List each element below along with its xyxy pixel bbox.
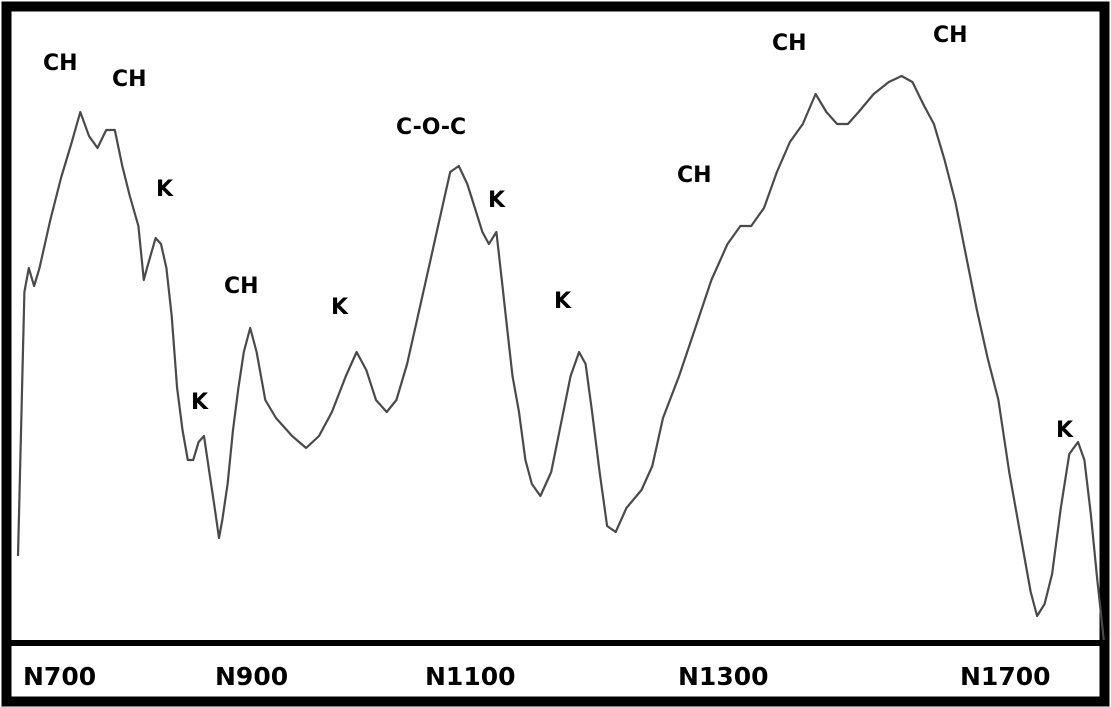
peak-label-ch-2: CH [112, 67, 147, 92]
peak-label-ch-4: CH [677, 163, 712, 188]
peak-labels: CH CH K K CH K C-O-C K K CH CH CH K [43, 23, 1074, 443]
peak-label-ch-1: CH [43, 51, 78, 76]
x-tick-label-n1100: N1100 [425, 662, 516, 691]
peak-label-k-6: K [1056, 418, 1074, 443]
x-tick-label-n700: N700 [23, 662, 96, 691]
x-tick-label-n900: N900 [215, 662, 288, 691]
x-tick-label-n1700: N1700 [960, 662, 1051, 691]
peak-label-k-2: K [191, 390, 209, 415]
x-tick-labels: N700 N900 N1100 N1300 N1700 [23, 662, 1051, 691]
peak-label-coc: C-O-C [396, 115, 466, 140]
peak-label-k-3: K [331, 295, 349, 320]
peak-label-ch-6: CH [933, 23, 968, 48]
peak-label-ch-3: CH [224, 274, 259, 299]
x-tick-label-n1300: N1300 [678, 662, 769, 691]
peak-label-k-4: K [488, 188, 506, 213]
peak-label-k-1: K [156, 177, 174, 202]
peak-label-ch-5: CH [772, 31, 807, 56]
spectrum-line [16, 74, 1105, 641]
peak-label-k-5: K [554, 289, 572, 314]
